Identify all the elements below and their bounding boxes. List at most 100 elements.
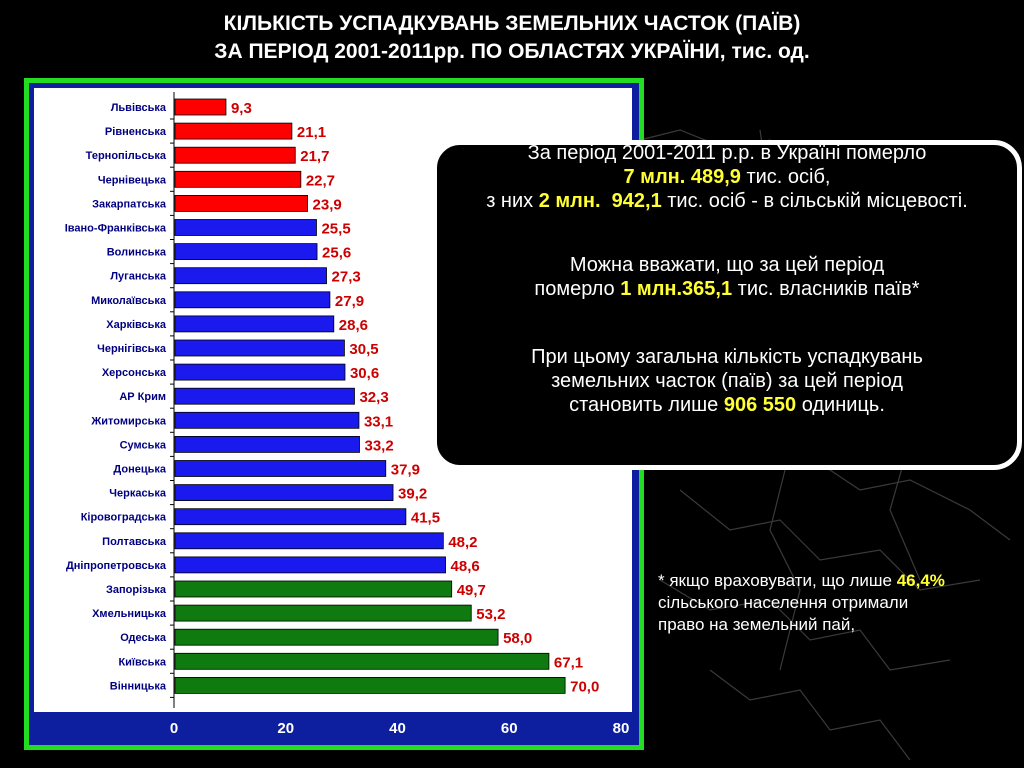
info-text: тис. осіб - в сільській місцевості.: [661, 190, 968, 212]
category-label: Херсонська: [102, 367, 167, 379]
footnote-line: право на земельний пай,: [658, 615, 856, 634]
rural-deaths-value-millions: 2 млн.: [538, 190, 601, 212]
x-tick-label: 0: [170, 720, 178, 737]
slide-title: КІЛЬКІСТЬ УСПАДКУВАНЬ ЗЕМЕЛЬНИХ ЧАСТОК (…: [0, 10, 1024, 66]
category-label: Волинська: [107, 247, 167, 259]
category-label: Дніпропетровська: [66, 560, 167, 572]
value-label: 25,6: [322, 245, 351, 262]
value-label: 28,6: [339, 317, 368, 334]
bar: [174, 484, 394, 502]
bar: [174, 146, 296, 164]
bar: [174, 604, 472, 622]
bar: [174, 170, 302, 188]
info-callout-box: За період 2001-2011 р.р. в Україні помер…: [432, 140, 1022, 470]
footnote: * якщо враховувати, що лише 46,4% сільсь…: [658, 570, 1018, 636]
bar: [174, 652, 550, 670]
value-label: 30,6: [350, 365, 379, 382]
category-label: Харківська: [106, 319, 167, 331]
bar: [174, 628, 499, 646]
bar: [174, 580, 453, 598]
value-label: 41,5: [411, 510, 440, 527]
category-label: Рівненська: [105, 126, 167, 138]
value-label: 33,1: [364, 413, 393, 430]
info-line: Можна вважати, що за цей період: [569, 254, 885, 276]
bar: [174, 98, 227, 116]
value-label: 37,9: [391, 462, 420, 479]
category-label: Донецька: [113, 464, 166, 476]
rural-deaths-value-thousands: 942,1: [611, 190, 662, 212]
info-text: тис. осіб,: [740, 166, 831, 188]
bar: [174, 677, 566, 694]
footnote-text: * якщо враховувати, що лише: [658, 571, 897, 590]
value-label: 21,7: [300, 148, 329, 165]
footnote-line: сільського населення отримали: [658, 593, 909, 612]
category-label: Житомирська: [90, 415, 167, 427]
x-tick-label: 60: [501, 720, 518, 737]
category-label: Івано-Франківська: [65, 223, 167, 235]
info-text: одиниць.: [796, 394, 885, 416]
value-label: 33,2: [365, 437, 394, 454]
bar: [174, 556, 446, 574]
value-label: 49,7: [457, 582, 486, 599]
title-line-2: ЗА ПЕРІОД 2001-2011рр. ПО ОБЛАСТЯХ УКРАЇ…: [214, 40, 810, 63]
x-tick-label: 80: [613, 720, 630, 737]
inheritances-total-value: 906 550: [723, 394, 797, 416]
value-label: 21,1: [297, 124, 326, 141]
value-label: 48,2: [448, 534, 477, 551]
value-label: 58,0: [503, 630, 532, 647]
category-label: Закарпатська: [92, 198, 167, 210]
rural-share-value: 46,4%: [896, 571, 945, 590]
info-line: 7 млн. 489,9 тис. осіб,: [437, 165, 1017, 189]
category-label: Миколаївська: [91, 295, 167, 307]
title-line-1: КІЛЬКІСТЬ УСПАДКУВАНЬ ЗЕМЕЛЬНИХ ЧАСТОК (…: [223, 12, 801, 35]
value-label: 9,3: [231, 100, 252, 117]
category-label: Чернігівська: [97, 343, 167, 355]
x-tick-label: 20: [277, 720, 294, 737]
value-label: 39,2: [398, 486, 427, 503]
info-line: з них 2 млн. 942,1 тис. осіб - в сільськ…: [437, 189, 1017, 213]
category-label: Хмельницька: [92, 608, 167, 620]
x-tick-label: 40: [389, 720, 406, 737]
value-label: 30,5: [349, 341, 378, 358]
info-text: становить лише: [569, 394, 724, 416]
footnote-line: * якщо враховувати, що лише 46,4%: [658, 570, 1018, 592]
category-label: Черкаська: [109, 488, 167, 500]
bar: [174, 122, 293, 140]
bar: [174, 460, 387, 477]
owners-deaths-value: 1 млн.365,1: [620, 278, 733, 300]
bar: [174, 363, 346, 381]
category-label: Вінницька: [110, 680, 167, 692]
category-label: Кіровоградська: [81, 512, 167, 524]
value-label: 27,3: [332, 269, 361, 286]
value-label: 27,9: [335, 293, 364, 310]
bar: [174, 315, 335, 333]
bar: [174, 267, 327, 285]
info-line: При цьому загальна кількість успадкувань: [531, 346, 923, 368]
bar: [174, 339, 345, 357]
info-text: померло: [534, 278, 621, 300]
value-label: 32,3: [359, 389, 388, 406]
info-paragraph-owners: Можна вважати, що за цей період померло …: [437, 253, 1017, 301]
value-label: 53,2: [476, 606, 505, 623]
category-label: Полтавська: [102, 536, 167, 548]
bar: [174, 219, 317, 236]
bar: [174, 195, 308, 212]
category-label: Одеська: [120, 632, 167, 644]
category-label: Львівська: [111, 102, 167, 114]
category-label: АР Крим: [119, 391, 166, 403]
deaths-total-value: 7 млн. 489,9: [623, 166, 741, 188]
info-line: померло 1 млн.365,1 тис. власників паїв*: [437, 277, 1017, 301]
info-line: становить лише 906 550 одиниць.: [437, 393, 1017, 417]
category-label: Тернопільська: [86, 150, 167, 162]
value-label: 67,1: [554, 654, 583, 671]
category-label: Запорізька: [106, 584, 167, 596]
value-label: 23,9: [313, 196, 342, 213]
info-text: з них: [486, 190, 539, 212]
bar: [174, 532, 444, 550]
bar: [174, 435, 360, 453]
bar: [174, 508, 407, 526]
bar: [174, 387, 355, 405]
category-label: Сумська: [120, 439, 167, 451]
value-label: 70,0: [570, 678, 599, 695]
info-line: земельних часток (паїв) за цей період: [551, 370, 903, 392]
